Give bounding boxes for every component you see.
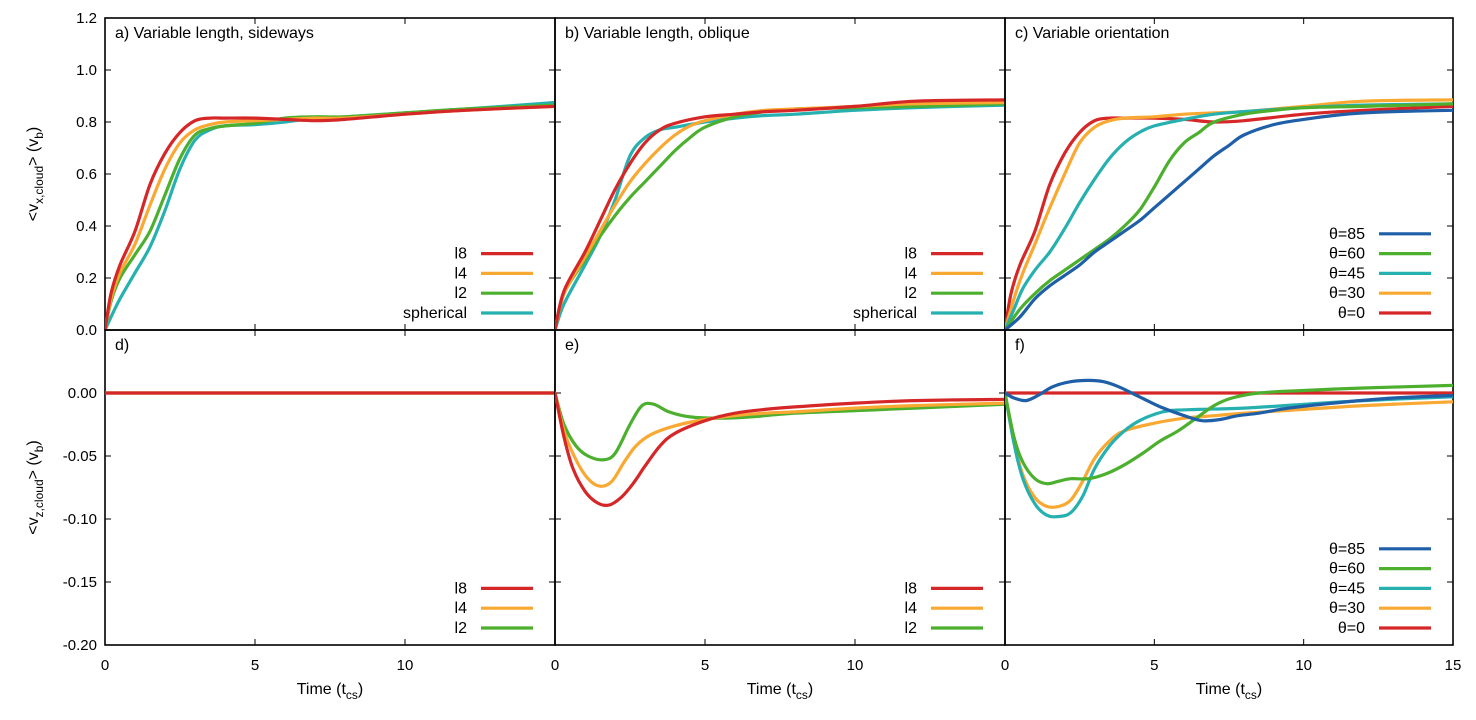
series-line-θ=85 xyxy=(1005,378,1453,423)
panel-6 xyxy=(1004,329,1454,646)
legend-label: θ=60 xyxy=(1329,246,1365,263)
series-line-θ=60 xyxy=(1005,383,1453,486)
series-line-l8 xyxy=(555,391,1005,508)
legend-label: l4 xyxy=(455,265,468,282)
legend-label: θ=60 xyxy=(1329,561,1365,578)
x-tick-label: 5 xyxy=(701,657,709,674)
legend-label: l8 xyxy=(905,246,918,263)
panel-5 xyxy=(554,329,1006,646)
series-line-l4 xyxy=(555,100,1005,330)
panel-title: e) xyxy=(565,337,579,354)
legend-label: l2 xyxy=(905,620,918,637)
legend-label: θ=45 xyxy=(1329,265,1365,282)
x-tick-label: 10 xyxy=(1295,657,1312,674)
legend-label: l4 xyxy=(905,600,918,617)
x-axis-label: Time (tcs) xyxy=(747,681,814,702)
legend-label: spherical xyxy=(403,305,467,322)
legend-label: θ=45 xyxy=(1329,580,1365,597)
series-line-l8 xyxy=(555,98,1005,330)
legend-label: l8 xyxy=(455,580,468,597)
y-tick-label: 0.6 xyxy=(76,166,97,183)
y-tick-label: 1.2 xyxy=(76,10,97,27)
legend-label: θ=85 xyxy=(1329,226,1365,243)
series-line-spherical xyxy=(105,100,555,330)
y-axis-label: <vz,cloud> (vb) xyxy=(25,440,46,535)
x-tick-label: 5 xyxy=(251,657,259,674)
series-line-θ=60 xyxy=(1005,102,1453,330)
series-line-spherical xyxy=(555,103,1005,330)
legend-label: θ=0 xyxy=(1338,620,1365,637)
y-tick-label: 0.2 xyxy=(76,270,97,287)
panel-frame xyxy=(1004,17,1454,331)
series-line-θ=0 xyxy=(1005,104,1453,330)
y-tick-label: -0.05 xyxy=(63,448,97,465)
panel-frame xyxy=(1004,329,1454,646)
y-axis-label: <vx,cloud> (vb) xyxy=(25,127,46,222)
panel-3 xyxy=(1004,17,1454,331)
y-tick-label: 0.0 xyxy=(76,322,97,339)
series-line-l2 xyxy=(555,102,1005,330)
legend-label: θ=30 xyxy=(1329,600,1365,617)
series-line-l2 xyxy=(555,391,1005,462)
legend-label: l4 xyxy=(905,265,918,282)
series-line-l2 xyxy=(105,103,555,330)
legend-label: θ=85 xyxy=(1329,541,1365,558)
series-line-l4 xyxy=(555,391,1005,488)
panel-2 xyxy=(554,17,1006,331)
panel-frame xyxy=(104,329,556,646)
panel-title: b) Variable length, oblique xyxy=(565,25,750,42)
x-tick-label: 5 xyxy=(1150,657,1158,674)
x-tick-label: 10 xyxy=(847,657,864,674)
x-tick-label: 0 xyxy=(101,657,109,674)
panel-4 xyxy=(104,329,556,646)
y-tick-label: -0.15 xyxy=(63,574,97,591)
x-tick-label: 15 xyxy=(1445,657,1462,674)
y-tick-label: 0.00 xyxy=(68,385,97,402)
legend-label: l8 xyxy=(455,246,468,263)
legend-label: spherical xyxy=(853,305,917,322)
y-tick-label: -0.20 xyxy=(63,637,97,654)
legend-label: l2 xyxy=(455,285,468,302)
panel-1 xyxy=(104,17,556,331)
y-tick-label: -0.10 xyxy=(63,511,97,528)
legend-label: θ=30 xyxy=(1329,285,1365,302)
panel-title: a) Variable length, sideways xyxy=(115,25,314,42)
legend-label: l4 xyxy=(455,600,468,617)
panel-title: d) xyxy=(115,337,129,354)
x-axis-label: Time (tcs) xyxy=(297,681,364,702)
legend-label: θ=0 xyxy=(1338,305,1365,322)
y-tick-label: 0.8 xyxy=(76,114,97,131)
x-tick-label: 0 xyxy=(1001,657,1009,674)
legend-label: l2 xyxy=(455,620,468,637)
panel-title: c) Variable orientation xyxy=(1015,25,1169,42)
legend-label: l8 xyxy=(905,580,918,597)
y-tick-label: 1.0 xyxy=(76,62,97,79)
series-line-θ=85 xyxy=(1005,108,1453,330)
x-axis-label: Time (tcs) xyxy=(1196,681,1263,702)
legend-label: l2 xyxy=(905,285,918,302)
y-tick-label: 0.4 xyxy=(76,218,97,235)
x-tick-label: 0 xyxy=(551,657,559,674)
x-tick-label: 10 xyxy=(397,657,414,674)
series-line-θ=45 xyxy=(1005,102,1453,330)
series-line-θ=45 xyxy=(1005,391,1453,519)
panel-frame xyxy=(554,329,1006,646)
series-line-l8 xyxy=(105,104,555,330)
panel-title: f) xyxy=(1015,337,1025,354)
